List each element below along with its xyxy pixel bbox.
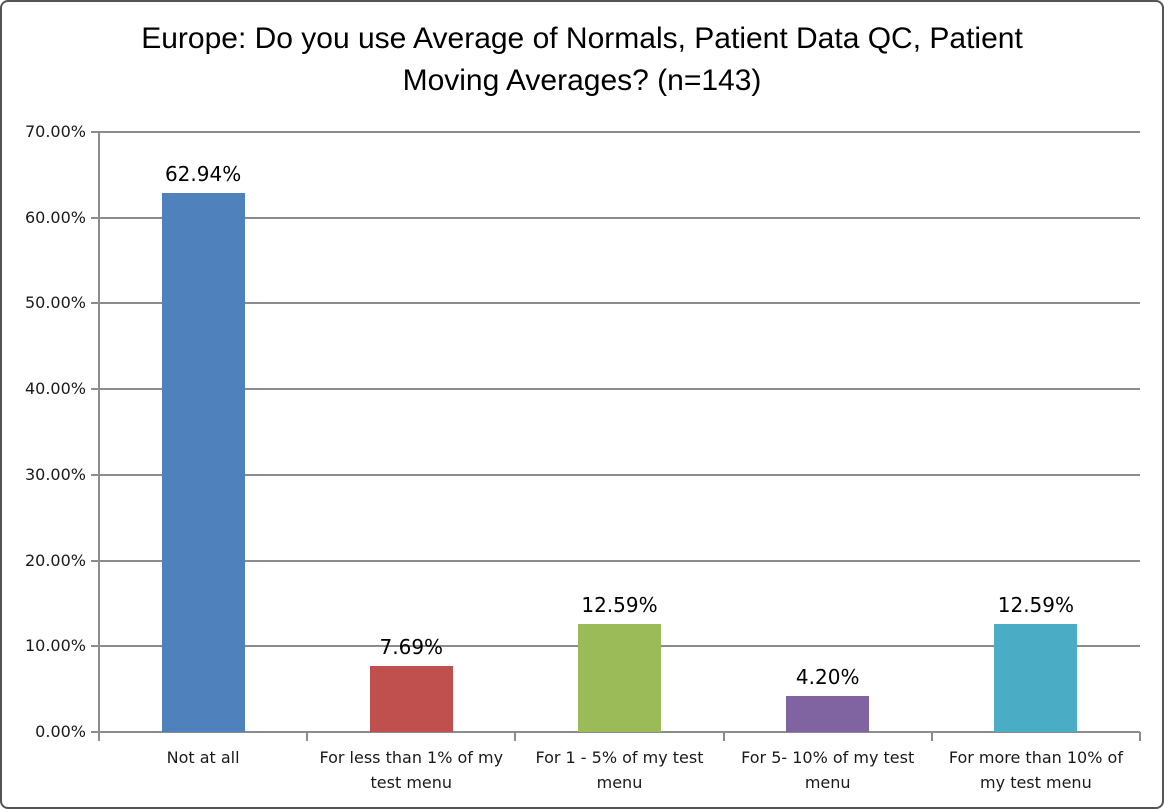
y-axis-tick-label: 30.00% [24, 464, 86, 484]
gridline [99, 302, 1140, 305]
gridline [99, 473, 1140, 476]
y-axis-tick [91, 216, 99, 219]
x-axis-category-label: Not at all [166, 748, 240, 767]
y-axis-tick [91, 731, 99, 733]
y-axis-tick [91, 131, 99, 133]
bar [578, 624, 661, 732]
x-axis-category-label: For 1 - 5% of my test menu [535, 748, 704, 792]
y-axis-tick-label: 50.00% [24, 293, 86, 313]
x-axis-tick [306, 732, 309, 741]
bar [994, 624, 1078, 732]
y-axis-tick [91, 559, 99, 562]
bar-value-label: 62.94% [164, 161, 242, 186]
y-axis-tick-label: 60.00% [24, 207, 86, 227]
x-axis-tick [514, 732, 517, 741]
y-axis-tick [91, 473, 99, 476]
x-axis-tick [98, 732, 100, 741]
bar-value-label: 12.59% [581, 593, 658, 618]
gridline [99, 216, 1140, 219]
gridline [99, 131, 1140, 133]
x-axis-tick [722, 732, 725, 741]
y-axis-tick [91, 302, 99, 305]
chart-title: Europe: Do you use Average of Normals, P… [141, 22, 1023, 97]
bar-value-label: 12.59% [997, 593, 1075, 618]
y-axis-tick [91, 388, 99, 391]
bar [369, 666, 453, 732]
x-axis-category-label: For more than 10% of my test menu [948, 748, 1123, 792]
y-axis-tick-label: 0.00% [35, 722, 86, 741]
y-axis-line [98, 132, 100, 733]
bar [161, 192, 245, 732]
gridline [99, 559, 1140, 562]
y-axis-tick-label: 10.00% [24, 636, 86, 656]
x-axis-tick [930, 732, 933, 741]
x-axis-tick [1139, 732, 1141, 741]
y-axis-tick-label: 40.00% [24, 379, 86, 399]
y-axis-tick [91, 645, 99, 648]
y-axis-tick-label: 70.00% [24, 122, 86, 141]
bar-value-label: 4.20% [795, 665, 860, 689]
gridline [99, 388, 1140, 391]
x-axis-line [99, 731, 1140, 733]
x-axis-category-label: For 5- 10% of my test menu [741, 748, 915, 792]
x-axis-category-label: For less than 1% of my test menu [319, 748, 504, 792]
bar [786, 696, 870, 732]
bar-value-label: 7.69% [379, 635, 444, 660]
y-axis-tick-label: 20.00% [24, 550, 86, 570]
